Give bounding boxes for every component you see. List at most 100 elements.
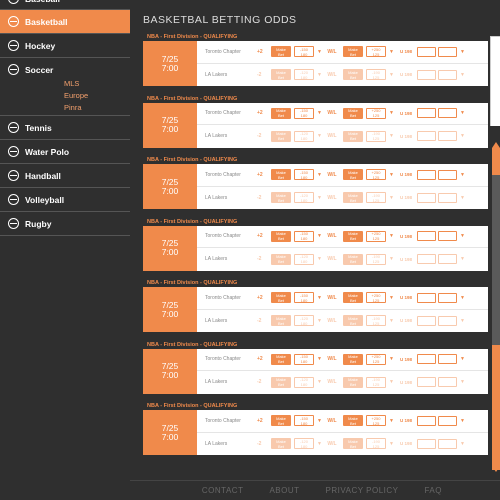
caret-down-icon[interactable]: ▼ bbox=[460, 317, 465, 324]
odds-box[interactable]: +250 125 bbox=[366, 169, 386, 181]
odds-box[interactable]: +250 125 bbox=[366, 415, 386, 427]
caret-down-icon[interactable]: ▼ bbox=[460, 356, 465, 363]
make-bet-button[interactable]: Make Bet bbox=[343, 315, 363, 327]
odds-box[interactable]: -150 180 bbox=[294, 415, 314, 427]
caret-down-icon[interactable]: ▼ bbox=[317, 317, 322, 324]
scrollbar-thumb[interactable] bbox=[492, 175, 500, 345]
odds-box[interactable]: -190 125 bbox=[366, 438, 386, 450]
caret-down-icon[interactable]: ▼ bbox=[460, 171, 465, 178]
bet-input-box[interactable] bbox=[438, 46, 457, 57]
odds-box[interactable]: -120 180 bbox=[294, 253, 314, 265]
bet-input-box[interactable] bbox=[438, 415, 457, 426]
make-bet-button[interactable]: Make Bet bbox=[343, 69, 363, 81]
caret-down-icon[interactable]: ▼ bbox=[460, 133, 465, 140]
bet-input-box[interactable] bbox=[417, 292, 436, 303]
sidebar-item-rugby[interactable]: Rugby bbox=[0, 212, 130, 236]
make-bet-button[interactable]: Make Bet bbox=[271, 353, 291, 365]
bet-input-box[interactable] bbox=[438, 377, 457, 388]
sidebar-item-hockey[interactable]: Hockey bbox=[0, 34, 130, 58]
bet-input-box[interactable] bbox=[438, 192, 457, 203]
odds-box[interactable]: -120 180 bbox=[294, 376, 314, 388]
make-bet-button[interactable]: Make Bet bbox=[271, 130, 291, 142]
odds-box[interactable]: -120 180 bbox=[294, 192, 314, 204]
bet-input-box[interactable] bbox=[438, 69, 457, 80]
caret-down-icon[interactable]: ▼ bbox=[460, 48, 465, 55]
make-bet-button[interactable]: Make Bet bbox=[343, 192, 363, 204]
caret-down-icon[interactable]: ▼ bbox=[317, 194, 322, 201]
bet-input-box[interactable] bbox=[417, 192, 436, 203]
sidebar-subitem-mls[interactable]: MLS bbox=[64, 79, 80, 88]
odds-box[interactable]: -190 125 bbox=[366, 130, 386, 142]
odds-box[interactable]: -120 180 bbox=[294, 130, 314, 142]
bet-input-box[interactable] bbox=[417, 69, 436, 80]
make-bet-button[interactable]: Make Bet bbox=[271, 376, 291, 388]
make-bet-button[interactable]: Make Bet bbox=[271, 415, 291, 427]
sidebar-subitem-europe[interactable]: Europe bbox=[64, 91, 89, 100]
make-bet-button[interactable]: Make Bet bbox=[271, 46, 291, 58]
footer-link-faq[interactable]: FAQ bbox=[424, 486, 442, 495]
caret-down-icon[interactable]: ▼ bbox=[460, 294, 465, 301]
caret-down-icon[interactable]: ▼ bbox=[317, 171, 322, 178]
odds-box[interactable]: -150 180 bbox=[294, 292, 314, 304]
footer-link-contact[interactable]: CONTACT bbox=[201, 486, 244, 495]
make-bet-button[interactable]: Make Bet bbox=[271, 169, 291, 181]
make-bet-button[interactable]: Make Bet bbox=[343, 230, 363, 242]
caret-down-icon[interactable]: ▼ bbox=[389, 48, 394, 55]
footer-link-privacy-policy[interactable]: PRIVACY POLICY bbox=[325, 486, 399, 495]
bet-input-box[interactable] bbox=[438, 108, 457, 119]
caret-down-icon[interactable]: ▼ bbox=[389, 417, 394, 424]
bet-input-box[interactable] bbox=[438, 131, 457, 142]
caret-down-icon[interactable]: ▼ bbox=[460, 417, 465, 424]
bet-input-box[interactable] bbox=[417, 415, 436, 426]
caret-down-icon[interactable]: ▼ bbox=[389, 440, 394, 447]
bet-input-box[interactable] bbox=[417, 108, 436, 119]
odds-box[interactable]: -190 125 bbox=[366, 315, 386, 327]
caret-down-icon[interactable]: ▼ bbox=[317, 256, 322, 263]
bet-input-box[interactable] bbox=[417, 254, 436, 265]
caret-down-icon[interactable]: ▼ bbox=[460, 256, 465, 263]
bet-input-box[interactable] bbox=[417, 231, 436, 242]
sidebar-subitem-pinra[interactable]: Pinra bbox=[64, 103, 82, 112]
caret-down-icon[interactable]: ▼ bbox=[317, 110, 322, 117]
bet-input-box[interactable] bbox=[438, 354, 457, 365]
odds-box[interactable]: -150 180 bbox=[294, 107, 314, 119]
footer-link-about[interactable]: ABOUT bbox=[269, 486, 300, 495]
caret-down-icon[interactable]: ▼ bbox=[460, 194, 465, 201]
caret-down-icon[interactable]: ▼ bbox=[317, 48, 322, 55]
make-bet-button[interactable]: Make Bet bbox=[271, 253, 291, 265]
sidebar-item-basketball[interactable]: Basketball bbox=[0, 10, 130, 34]
bet-input-box[interactable] bbox=[417, 131, 436, 142]
caret-down-icon[interactable]: ▼ bbox=[389, 294, 394, 301]
odds-box[interactable]: -190 125 bbox=[366, 253, 386, 265]
odds-box[interactable]: -190 125 bbox=[366, 192, 386, 204]
make-bet-button[interactable]: Make Bet bbox=[271, 230, 291, 242]
caret-down-icon[interactable]: ▼ bbox=[389, 194, 394, 201]
sidebar-item-water-polo[interactable]: Water Polo bbox=[0, 140, 130, 164]
bet-input-box[interactable] bbox=[417, 438, 436, 449]
caret-down-icon[interactable]: ▼ bbox=[317, 133, 322, 140]
caret-down-icon[interactable]: ▼ bbox=[317, 440, 322, 447]
caret-down-icon[interactable]: ▼ bbox=[460, 233, 465, 240]
bet-input-box[interactable] bbox=[438, 231, 457, 242]
bet-input-box[interactable] bbox=[438, 438, 457, 449]
make-bet-button[interactable]: Make Bet bbox=[271, 315, 291, 327]
caret-down-icon[interactable]: ▼ bbox=[317, 294, 322, 301]
odds-box[interactable]: -120 180 bbox=[294, 315, 314, 327]
odds-box[interactable]: +250 125 bbox=[366, 292, 386, 304]
bet-input-box[interactable] bbox=[417, 46, 436, 57]
caret-down-icon[interactable]: ▼ bbox=[389, 233, 394, 240]
make-bet-button[interactable]: Make Bet bbox=[343, 130, 363, 142]
make-bet-button[interactable]: Make Bet bbox=[343, 415, 363, 427]
caret-down-icon[interactable]: ▼ bbox=[389, 171, 394, 178]
sidebar-item-volleyball[interactable]: Volleyball bbox=[0, 188, 130, 212]
bet-input-box[interactable] bbox=[438, 169, 457, 180]
sidebar-item-baseball[interactable]: Baseball bbox=[0, 0, 130, 10]
bet-input-box[interactable] bbox=[417, 354, 436, 365]
odds-box[interactable]: -150 180 bbox=[294, 353, 314, 365]
odds-box[interactable]: -120 180 bbox=[294, 69, 314, 81]
odds-box[interactable]: -190 125 bbox=[366, 69, 386, 81]
make-bet-button[interactable]: Make Bet bbox=[343, 376, 363, 388]
caret-down-icon[interactable]: ▼ bbox=[460, 379, 465, 386]
scroll-down-arrow[interactable] bbox=[492, 466, 500, 472]
bet-input-box[interactable] bbox=[417, 377, 436, 388]
